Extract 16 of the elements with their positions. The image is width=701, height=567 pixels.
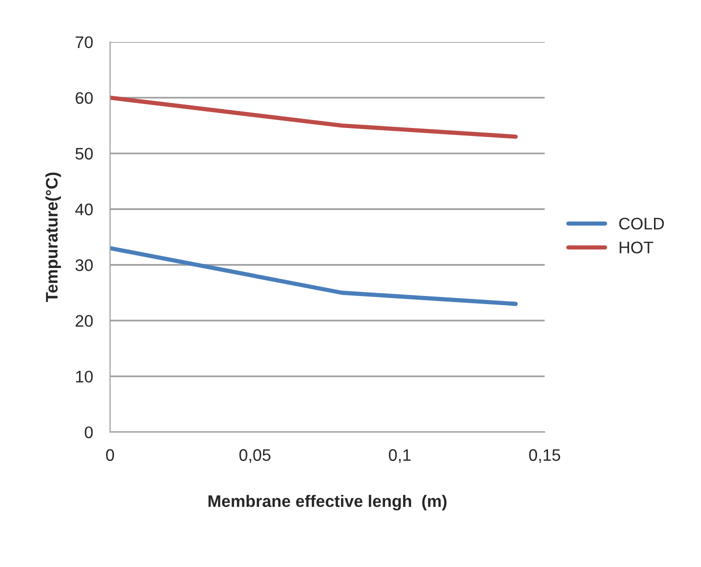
x-tick-label: 0,05 bbox=[239, 449, 270, 463]
x-tick-label: 0,15 bbox=[529, 449, 560, 463]
x-tick-label: 0,1 bbox=[388, 449, 411, 463]
y-tick-label: 60 bbox=[76, 92, 93, 104]
y-tick-label: 0 bbox=[84, 426, 93, 438]
y-tick-label: 30 bbox=[75, 259, 93, 272]
y-tick-label: 20 bbox=[76, 315, 93, 327]
legend-label: HOT bbox=[620, 242, 654, 254]
y-tick-label: 50 bbox=[76, 148, 93, 160]
y-tick-label: 10 bbox=[76, 370, 93, 383]
x-axis-title: Membrane effective lengh (m) bbox=[208, 494, 446, 510]
y-tick-label: 70 bbox=[76, 36, 93, 48]
legend-label: COLD bbox=[619, 218, 664, 230]
y-tick-label: 40 bbox=[75, 204, 93, 216]
x-tick-label: 0 bbox=[106, 449, 114, 461]
y-axis-title: Tempurature(°C) bbox=[45, 172, 61, 302]
